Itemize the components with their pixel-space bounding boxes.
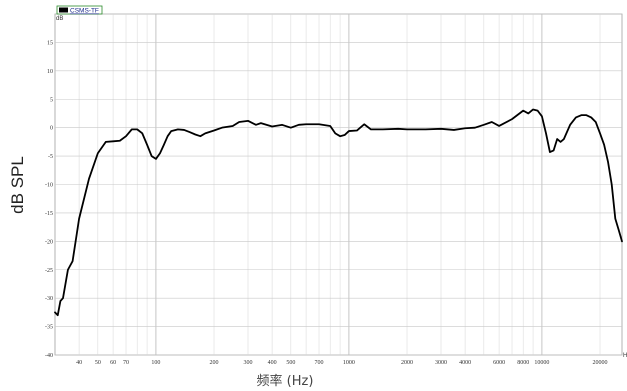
- series-line-csms-tf: [54, 108, 623, 317]
- x-tick-label: 500: [286, 360, 295, 366]
- x-tick-label: 50: [95, 360, 101, 366]
- y-tick-label: -40: [45, 353, 53, 359]
- series-lines: [54, 108, 623, 317]
- y-tick-label: 0: [50, 126, 53, 132]
- legend-label: CSMS-TF: [70, 8, 99, 15]
- legend[interactable]: CSMS-TF: [56, 5, 103, 15]
- grid: [55, 13, 622, 356]
- x-tick-label: 10000: [534, 360, 549, 366]
- legend-swatch: [59, 7, 68, 13]
- x-tick-label: 400: [268, 360, 277, 366]
- x-axis-ticks: 40 50 60 70 100 200 300 400 500 700 1000 2000 3000 40…: [76, 360, 607, 366]
- y-tick-label: -20: [45, 239, 53, 245]
- y-axis-unit: dB: [56, 16, 63, 22]
- y-tick-label: 10: [47, 69, 53, 75]
- y-tick-label: -35: [45, 325, 53, 331]
- x-tick-label: 8000: [517, 360, 529, 366]
- y-tick-label: -5: [48, 154, 53, 160]
- x-tick-label: 70: [123, 360, 129, 366]
- y-tick-label: 5: [50, 97, 53, 103]
- y-tick-label: 15: [47, 40, 53, 46]
- y-tick-label: -15: [45, 211, 53, 217]
- legend-box: [56, 5, 103, 15]
- x-tick-label: 700: [315, 360, 324, 366]
- y-tick-label: -10: [45, 183, 53, 189]
- x-tick-label: 300: [243, 360, 252, 366]
- x-axis-label: 频率 (Hz): [257, 373, 314, 389]
- x-tick-label: 2000: [401, 360, 413, 366]
- y-axis-label: dB SPL: [8, 156, 27, 214]
- x-tick-label: 20000: [593, 360, 608, 366]
- x-tick-label: 1000: [343, 360, 355, 366]
- x-axis-unit: H: [623, 353, 627, 359]
- x-tick-label: 6000: [493, 360, 505, 366]
- x-tick-label: 4000: [459, 360, 471, 366]
- x-tick-label: 3000: [435, 360, 447, 366]
- y-tick-label: -30: [45, 296, 53, 302]
- y-tick-label: -25: [45, 268, 53, 274]
- x-tick-label: 60: [110, 360, 116, 366]
- y-axis-ticks: 15 10 5 0 -5 -10 -15 -20 -25 -30 -35 -40: [45, 40, 53, 359]
- x-tick-label: 200: [210, 360, 219, 366]
- x-tick-label: 100: [151, 360, 160, 366]
- x-tick-label: 40: [76, 360, 82, 366]
